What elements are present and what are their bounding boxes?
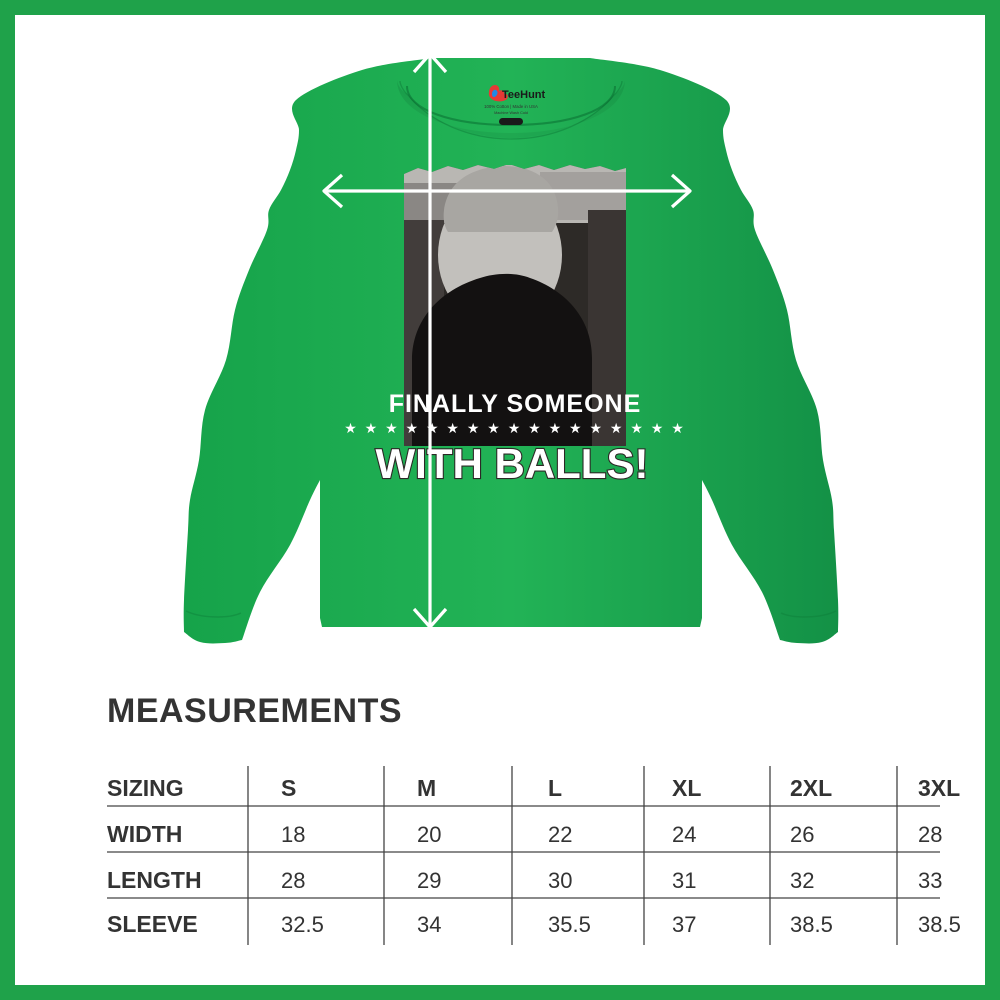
- svg-text:32.5: 32.5: [281, 912, 324, 937]
- svg-text:TeeHunt: TeeHunt: [502, 89, 546, 101]
- svg-text:28: 28: [281, 868, 305, 893]
- svg-text:100% Cotton | Made in USA: 100% Cotton | Made in USA: [484, 104, 538, 109]
- svg-text:LENGTH: LENGTH: [107, 867, 202, 893]
- svg-text:38.5: 38.5: [918, 912, 961, 937]
- svg-text:34: 34: [417, 912, 441, 937]
- svg-text:Machine Wash Cold: Machine Wash Cold: [494, 111, 528, 115]
- svg-text:29: 29: [417, 868, 441, 893]
- svg-text:35.5: 35.5: [548, 912, 591, 937]
- svg-text:18: 18: [281, 822, 305, 847]
- svg-text:M: M: [417, 775, 436, 801]
- svg-text:3XL: 3XL: [918, 775, 960, 801]
- svg-text:26: 26: [790, 822, 814, 847]
- svg-text:24: 24: [672, 822, 696, 847]
- svg-text:33: 33: [918, 868, 942, 893]
- svg-text:32: 32: [790, 868, 814, 893]
- svg-text:FINALLY SOMEONE: FINALLY SOMEONE: [389, 390, 642, 418]
- svg-text:20: 20: [417, 822, 441, 847]
- svg-text:★ ★ ★ ★ ★ ★ ★ ★ ★ ★ ★ ★ ★ ★ ★: ★ ★ ★ ★ ★ ★ ★ ★ ★ ★ ★ ★ ★ ★ ★ ★ ★: [344, 420, 686, 436]
- svg-text:WIDTH: WIDTH: [107, 821, 182, 847]
- svg-text:28: 28: [918, 822, 942, 847]
- svg-text:30: 30: [548, 868, 572, 893]
- svg-text:2XL: 2XL: [790, 775, 832, 801]
- svg-text:SIZING: SIZING: [107, 775, 184, 801]
- svg-text:L: L: [548, 775, 562, 801]
- svg-text:37: 37: [672, 912, 696, 937]
- svg-text:SLEEVE: SLEEVE: [107, 911, 198, 937]
- svg-text:22: 22: [548, 822, 572, 847]
- svg-text:MEASUREMENTS: MEASUREMENTS: [107, 692, 402, 730]
- svg-text:38.5: 38.5: [790, 912, 833, 937]
- svg-text:31: 31: [672, 868, 696, 893]
- svg-text:WITH BALLS!: WITH BALLS!: [376, 440, 649, 487]
- svg-text:S: S: [281, 775, 296, 801]
- svg-text:XL: XL: [672, 775, 701, 801]
